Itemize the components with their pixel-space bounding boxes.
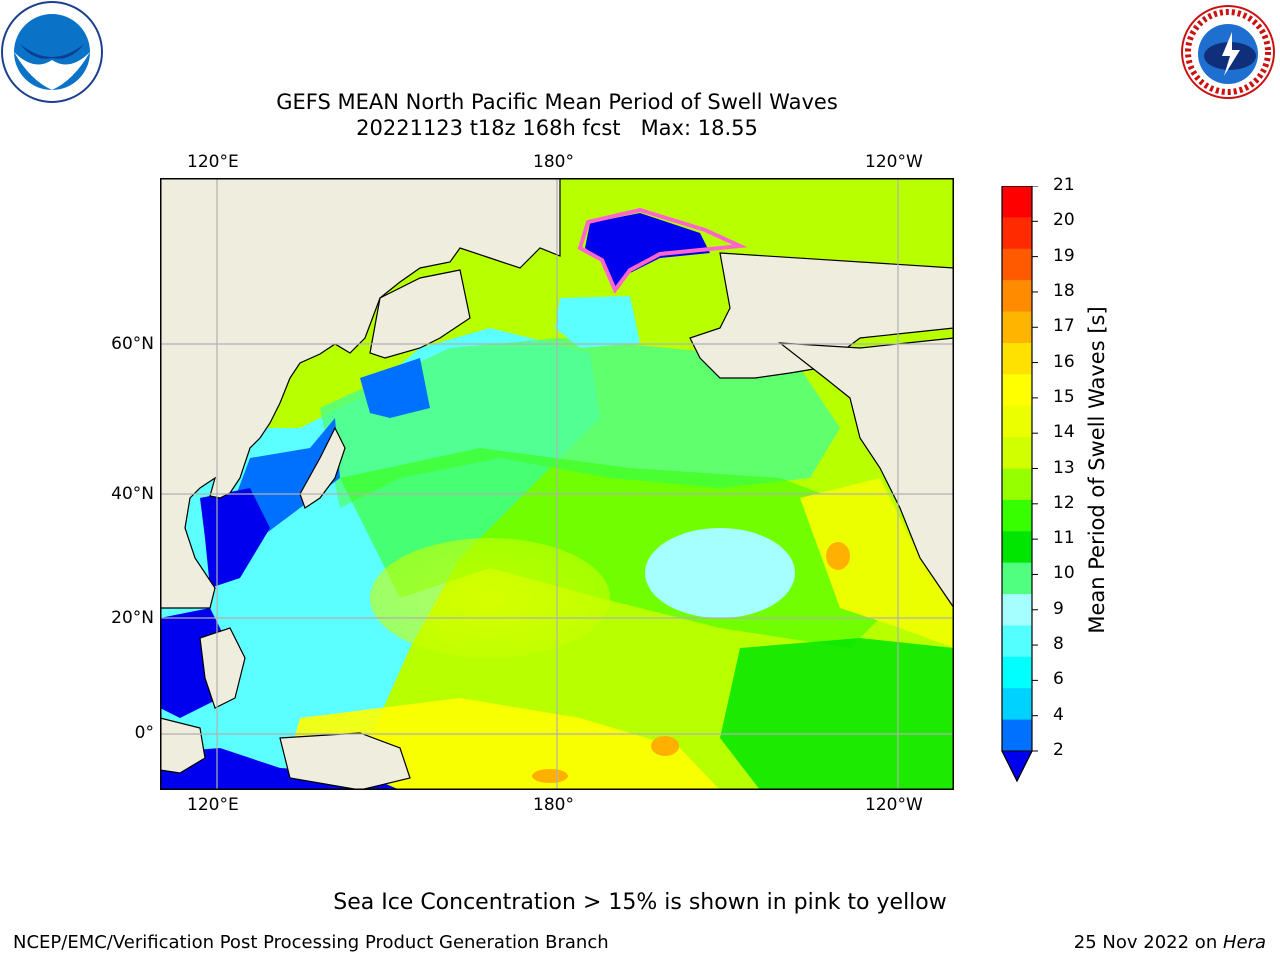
land-masses xyxy=(159,177,955,791)
colorbar-tick-label: 11 xyxy=(1053,528,1075,549)
machine-name: Hera xyxy=(1222,932,1266,953)
colorbar-under-triangle xyxy=(1001,750,1033,783)
colorbar-segment xyxy=(1002,342,1032,375)
colorbar-segment xyxy=(1002,374,1032,407)
lat-label-0: 0° xyxy=(134,723,154,743)
colorbar-segment xyxy=(1002,186,1032,218)
run-date-text: 25 Nov 2022 on xyxy=(1073,932,1223,953)
colorbar-tick-label: 2 xyxy=(1053,740,1064,760)
land-kamchatka xyxy=(369,269,471,359)
map-frame xyxy=(160,178,954,790)
colorbar-segment xyxy=(1002,656,1032,689)
lon-label-bottom-120w: 120°W xyxy=(865,795,923,815)
lat-label-20n: 20°N xyxy=(111,608,154,628)
lon-label-top-120w: 120°W xyxy=(865,152,923,172)
colorbar-frame xyxy=(1001,185,1033,783)
lon-label-bottom-180: 180° xyxy=(533,795,574,815)
colorbar-tick-label: 15 xyxy=(1053,386,1075,407)
swell-period-map xyxy=(159,177,955,791)
colorbar-tick-label: 12 xyxy=(1053,492,1075,513)
colorbar-tick-label: 17 xyxy=(1053,316,1075,337)
colorbar-segment xyxy=(1002,499,1032,532)
central-cyan-patch xyxy=(645,528,795,618)
sea-ice-note: Sea Ice Concentration > 15% is shown in … xyxy=(333,890,947,915)
map-panel xyxy=(159,177,955,791)
colorbar-tick-label: 21 xyxy=(1053,175,1075,195)
lat-label-60n: 60°N xyxy=(111,334,154,354)
east-yellow-zone xyxy=(800,478,954,648)
colorbar-segment xyxy=(1002,688,1032,721)
colorbar-segment xyxy=(1002,248,1032,281)
colorbar-tick-label: 16 xyxy=(1053,351,1075,372)
colorbar-tick-label: 14 xyxy=(1053,422,1075,443)
colorbar xyxy=(1000,185,1040,786)
land-alaska xyxy=(689,252,955,379)
lon-label-top-180: 180° xyxy=(533,152,574,172)
orange-patch-south xyxy=(651,736,679,756)
lon-label-top-120e: 120°E xyxy=(187,152,239,172)
noaa-logo-icon xyxy=(1,1,103,103)
run-date: 25 Nov 2022 on Hera xyxy=(1074,932,1266,953)
colorbar-tick-label: 4 xyxy=(1053,704,1064,725)
land-philippines xyxy=(199,627,246,709)
colorbar-graphic xyxy=(1001,185,1038,783)
nws-logo-icon xyxy=(1181,5,1275,99)
colorbar-segment xyxy=(1002,280,1032,313)
nws-logo xyxy=(1176,2,1280,102)
okhotsk-blue xyxy=(360,358,430,418)
colorbar-segment xyxy=(1002,625,1032,658)
southeast-green-zone xyxy=(720,638,954,790)
lon-label-bottom-120e: 120°E xyxy=(187,795,239,815)
bering-strait-cyan xyxy=(555,296,640,348)
colorbar-tick-label: 10 xyxy=(1053,563,1075,584)
colorbar-segment xyxy=(1002,468,1032,501)
colorbar-segment xyxy=(1002,562,1032,595)
colorbar-segment xyxy=(1002,311,1032,344)
colorbar-segment xyxy=(1002,719,1032,752)
colorbar-label: Mean Period of Swell Waves [s] xyxy=(1085,306,1109,634)
land-north-america xyxy=(778,337,955,610)
noaa-logo xyxy=(0,0,104,104)
land-asia-north xyxy=(159,177,561,609)
colorbar-tick-label: 18 xyxy=(1053,280,1075,301)
colorbar-segment xyxy=(1002,437,1032,469)
colorbar-segment xyxy=(1002,531,1032,564)
central-yellow-patch xyxy=(370,538,610,658)
colorbar-segment xyxy=(1002,217,1032,250)
plot-title-line1: GEFS MEAN North Pacific Mean Period of S… xyxy=(276,90,838,114)
plot-title-line2: 20221123 t18z 168h fcst Max: 18.55 xyxy=(356,116,758,140)
colorbar-segment xyxy=(1002,405,1032,438)
colorbar-segment xyxy=(1002,594,1032,626)
land-new-guinea xyxy=(279,732,411,791)
chukchi-deep-blue xyxy=(585,213,710,293)
land-japan xyxy=(299,426,346,509)
colorbar-tick-label: 6 xyxy=(1053,669,1064,690)
orange-patch-southwest xyxy=(532,769,568,783)
colorbar-tick-label: 20 xyxy=(1053,210,1075,231)
sea-ice-pink-edge xyxy=(577,207,748,294)
credit-line: NCEP/EMC/Verification Post Processing Pr… xyxy=(13,932,609,953)
colorbar-tick-label: 13 xyxy=(1053,457,1075,478)
colorbar-tick-label: 8 xyxy=(1053,634,1064,655)
orange-patch-east xyxy=(826,542,850,570)
colorbar-tick-label: 9 xyxy=(1053,598,1064,619)
colorbar-tick-label: 19 xyxy=(1053,245,1075,266)
lat-label-40n: 40°N xyxy=(111,484,154,504)
